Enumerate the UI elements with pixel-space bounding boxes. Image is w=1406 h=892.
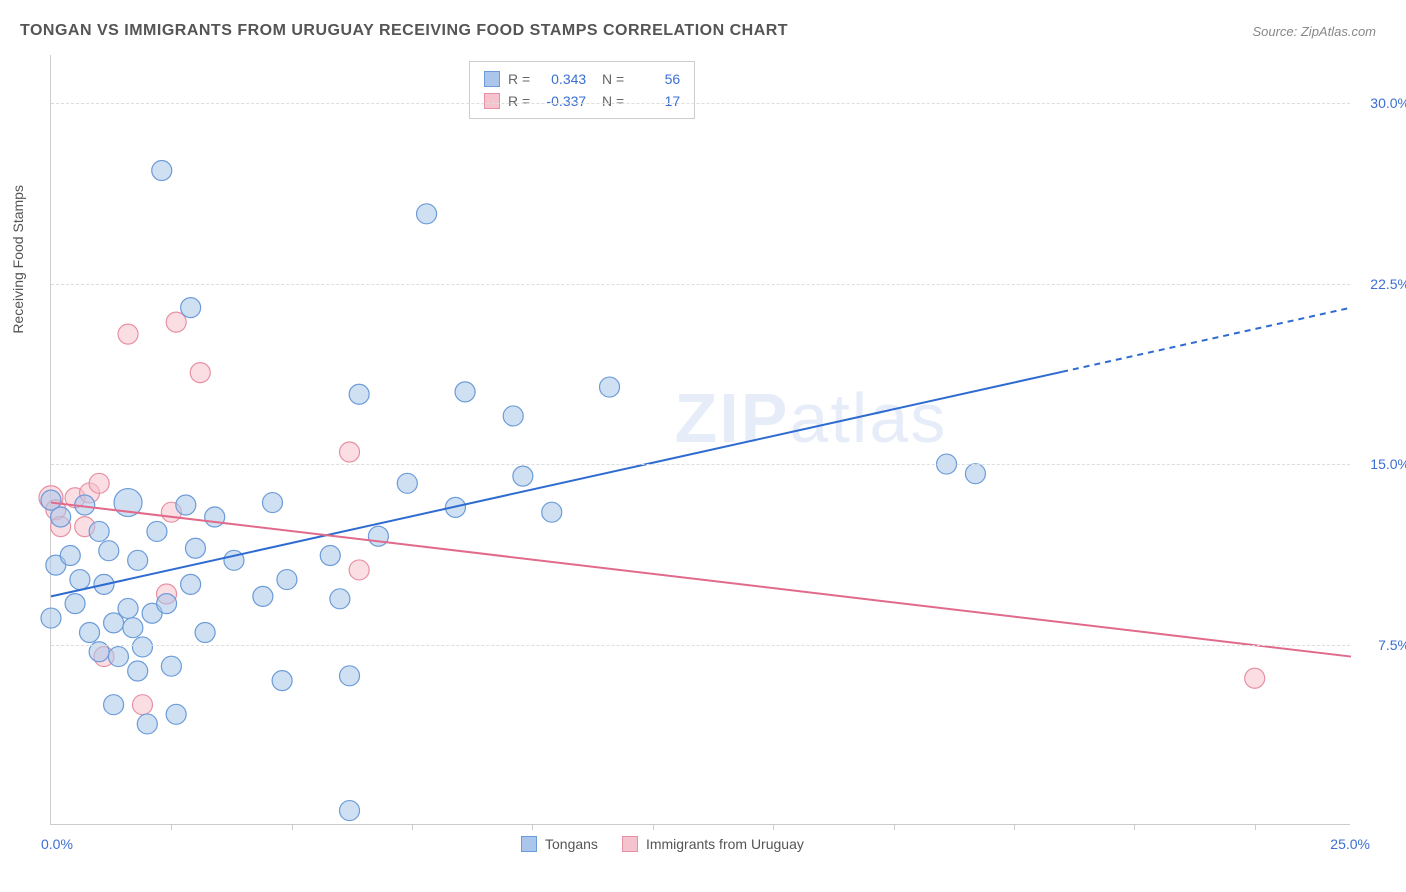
point-tongan — [65, 594, 85, 614]
point-uruguay — [132, 695, 152, 715]
legend-swatch-b — [622, 836, 638, 852]
point-tongan — [128, 550, 148, 570]
point-tongan — [965, 464, 985, 484]
point-tongan — [205, 507, 225, 527]
point-tongan — [513, 466, 533, 486]
point-tongan — [152, 161, 172, 181]
point-tongan — [185, 538, 205, 558]
point-tongan — [123, 618, 143, 638]
gridline — [51, 103, 1350, 104]
x-tick — [412, 824, 413, 830]
point-tongan — [41, 608, 61, 628]
x-tick — [532, 824, 533, 830]
point-tongan — [137, 714, 157, 734]
point-tongan — [397, 473, 417, 493]
point-tongan — [176, 495, 196, 515]
point-tongan — [118, 598, 138, 618]
x-tick — [1014, 824, 1015, 830]
point-uruguay — [1245, 668, 1265, 688]
source-attribution: Source: ZipAtlas.com — [1252, 24, 1376, 39]
point-tongan — [60, 546, 80, 566]
x-tick — [1255, 824, 1256, 830]
trendline-uruguay — [51, 503, 1351, 657]
point-tongan — [349, 384, 369, 404]
gridline — [51, 645, 1350, 646]
point-tongan — [503, 406, 523, 426]
y-tick-label: 22.5% — [1370, 276, 1406, 292]
point-tongan — [340, 666, 360, 686]
x-tick — [292, 824, 293, 830]
point-uruguay — [190, 363, 210, 383]
point-uruguay — [89, 473, 109, 493]
point-uruguay — [118, 324, 138, 344]
point-tongan — [542, 502, 562, 522]
legend-label-b: Immigrants from Uruguay — [646, 836, 804, 852]
y-tick-label: 30.0% — [1370, 95, 1406, 111]
point-tongan — [455, 382, 475, 402]
point-tongan — [70, 570, 90, 590]
point-tongan — [80, 623, 100, 643]
point-tongan — [132, 637, 152, 657]
point-tongan — [272, 671, 292, 691]
point-tongan — [51, 507, 71, 527]
legend-label-a: Tongans — [545, 836, 598, 852]
legend-item-b: Immigrants from Uruguay — [622, 836, 804, 852]
x-tick — [171, 824, 172, 830]
plot-area: ZIPatlas R = 0.343 N = 56 R = -0.337 N =… — [50, 55, 1350, 825]
y-tick-label: 7.5% — [1378, 637, 1406, 653]
y-tick-label: 15.0% — [1370, 456, 1406, 472]
chart-svg — [51, 55, 1350, 824]
point-tongan — [108, 647, 128, 667]
point-tongan — [161, 656, 181, 676]
point-tongan — [99, 541, 119, 561]
point-uruguay — [340, 442, 360, 462]
legend-item-a: Tongans — [521, 836, 598, 852]
y-axis-label: Receiving Food Stamps — [10, 185, 26, 334]
point-uruguay — [349, 560, 369, 580]
point-tongan — [277, 570, 297, 590]
trendline-tongan-dashed — [1062, 308, 1351, 372]
chart-title: TONGAN VS IMMIGRANTS FROM URUGUAY RECEIV… — [20, 22, 788, 40]
point-tongan — [262, 493, 282, 513]
point-tongan — [166, 704, 186, 724]
point-tongan — [104, 695, 124, 715]
legend: Tongans Immigrants from Uruguay — [521, 836, 804, 852]
gridline — [51, 464, 1350, 465]
x-tick — [653, 824, 654, 830]
point-tongan — [253, 586, 273, 606]
point-tongan — [128, 661, 148, 681]
x-tick — [773, 824, 774, 830]
point-tongan — [600, 377, 620, 397]
point-tongan — [330, 589, 350, 609]
point-tongan — [147, 521, 167, 541]
point-tongan — [157, 594, 177, 614]
gridline — [51, 284, 1350, 285]
x-max-label: 25.0% — [1330, 836, 1370, 852]
x-tick — [1134, 824, 1135, 830]
point-tongan — [89, 521, 109, 541]
point-tongan — [195, 623, 215, 643]
legend-swatch-a — [521, 836, 537, 852]
x-min-label: 0.0% — [41, 836, 73, 852]
point-tongan — [340, 801, 360, 821]
x-tick — [894, 824, 895, 830]
point-tongan — [181, 298, 201, 318]
point-tongan — [417, 204, 437, 224]
point-tongan — [181, 574, 201, 594]
point-tongan — [320, 546, 340, 566]
point-tongan — [368, 526, 388, 546]
